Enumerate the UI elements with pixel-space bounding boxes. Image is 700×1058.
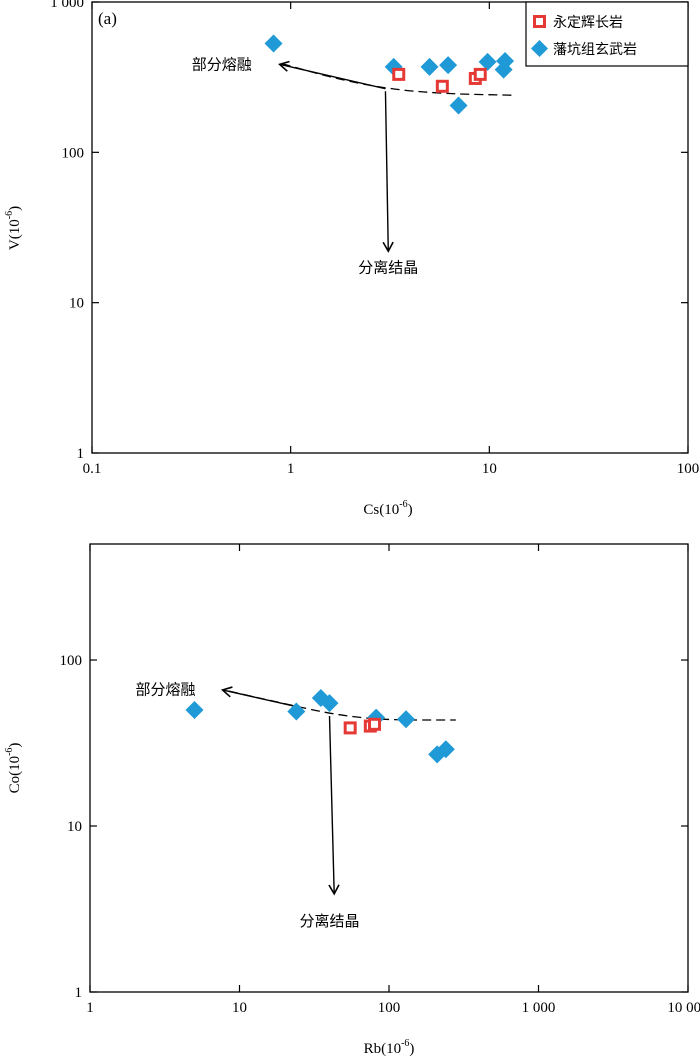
- x-tick-label: 0.1: [83, 461, 102, 477]
- y-axis-title-a-end: ): [7, 206, 23, 211]
- y-axis-title-b: Co(10-6): [4, 743, 23, 794]
- x-axis-title-a-base: Cs(10: [363, 502, 399, 518]
- y-tick-label: 10: [69, 296, 84, 312]
- data-points-b: [185, 689, 455, 764]
- legend: 永定辉长岩 藩坑组玄武岩: [525, 1, 689, 67]
- y-axis-title-a-base: V(10: [7, 219, 23, 250]
- y-tick-label: 1 000: [50, 0, 84, 11]
- y-tick-label: 10: [67, 819, 82, 835]
- basalt-point: [478, 52, 497, 71]
- y-axis-title-a: V(10-6): [4, 206, 23, 250]
- trend-curve-a: [281, 62, 512, 96]
- legend-basalt-label: 藩坑组玄武岩: [553, 41, 637, 58]
- y-tick-label: 100: [60, 653, 83, 669]
- plot-frame-a: [91, 1, 689, 454]
- legend-basalt-marker: [531, 40, 548, 57]
- legend-gabbro-marker: [533, 15, 546, 28]
- x-tick-label: 100: [677, 461, 700, 477]
- basalt-point: [494, 60, 513, 79]
- gabbro-point: [368, 717, 382, 731]
- basalt-point: [287, 702, 306, 721]
- y-tick-label: 1: [75, 985, 83, 1001]
- x-tick-label: 10: [482, 461, 497, 477]
- x-tick-label: 100: [378, 1000, 401, 1016]
- trend-curve-b: [228, 690, 456, 721]
- partial-melting-arrow-b: [220, 686, 300, 708]
- basalt-point: [420, 57, 439, 76]
- x-tick-label: 1 000: [522, 1000, 556, 1016]
- gabbro-point: [473, 67, 487, 81]
- x-tick-label: 1: [86, 1000, 94, 1016]
- y-axis-title-b-end: ): [7, 743, 23, 748]
- legend-box: [525, 1, 689, 67]
- fractional-crystallization-arrow-b: [328, 715, 340, 896]
- y-axis-title-b-base: Co(10: [7, 756, 23, 794]
- y-tick-label: 100: [62, 145, 85, 161]
- gabbro-point: [392, 67, 406, 81]
- basalt-point: [185, 700, 204, 719]
- fractional-crystallization-arrow-a: [382, 91, 394, 253]
- x-tick-label: 1: [287, 461, 295, 477]
- panel-label: (a): [98, 9, 117, 28]
- tick-labels-b: 1 10 100 1 000 10 000 1 10 100: [60, 653, 700, 1016]
- axis-ticks-b: [89, 544, 689, 993]
- basalt-point: [449, 96, 468, 115]
- plot-frame-b: [89, 543, 689, 993]
- x-tick-label: 10: [232, 1000, 247, 1016]
- gabbro-point: [343, 721, 357, 735]
- partial-melting-arrow-a: [278, 60, 386, 90]
- annotation-fractional-crystallization-b: 分离结晶: [300, 912, 360, 930]
- legend-gabbro-label: 永定辉长岩: [553, 15, 623, 31]
- annotation-fractional-crystallization-a: 分离结晶: [358, 259, 418, 277]
- basalt-point: [439, 56, 458, 75]
- x-axis-title-b-end: ): [409, 1041, 414, 1057]
- x-axis-title-a: Cs(10-6): [363, 499, 412, 518]
- x-axis-title-b: Rb(10-6): [364, 1038, 415, 1057]
- y-axis-title-a-sup: -6: [4, 211, 15, 219]
- basalt-point: [436, 740, 455, 759]
- y-tick-label: 1: [77, 446, 85, 462]
- annotation-partial-melting-b: 部分熔融: [136, 680, 196, 698]
- x-axis-title-b-sup: -6: [401, 1038, 409, 1049]
- basalt-point: [264, 34, 283, 53]
- gabbro-point: [435, 79, 449, 93]
- y-axis-title-b-sup: -6: [4, 748, 15, 756]
- x-axis-title-b-base: Rb(10: [364, 1041, 402, 1057]
- annotation-partial-melting-a: 部分熔融: [192, 56, 252, 74]
- basalt-point: [397, 710, 416, 729]
- data-points-a: [264, 34, 515, 115]
- basalt-point: [320, 694, 339, 713]
- x-tick-label: 10 000: [667, 1000, 700, 1016]
- x-axis-title-a-end: ): [408, 502, 413, 518]
- x-axis-title-a-sup: -6: [399, 499, 407, 510]
